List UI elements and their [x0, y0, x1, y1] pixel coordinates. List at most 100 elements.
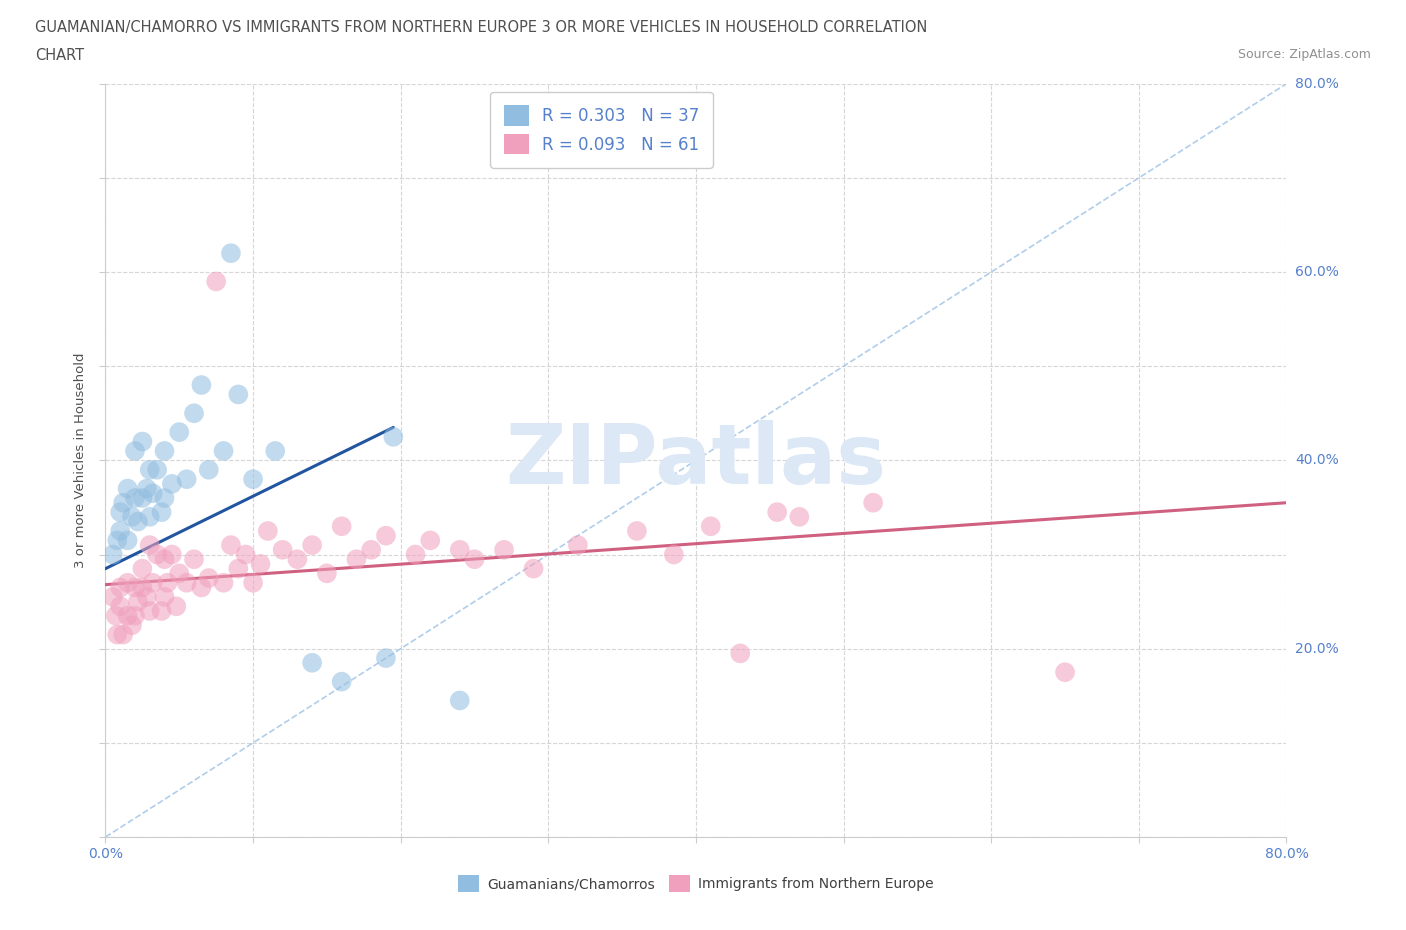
Point: [197, 571, 219, 586]
Point: [212, 444, 235, 458]
Point: [138, 538, 160, 552]
Point: [862, 496, 884, 511]
Point: [766, 505, 789, 520]
Point: [131, 561, 153, 576]
Point: [153, 590, 176, 604]
Point: [127, 514, 149, 529]
Point: [101, 547, 124, 562]
Point: [662, 547, 685, 562]
Point: [226, 561, 250, 576]
Point: [360, 542, 382, 557]
Point: [124, 580, 146, 595]
Point: [728, 646, 751, 661]
Point: [419, 533, 441, 548]
Point: [301, 538, 323, 552]
Point: [153, 444, 176, 458]
Point: [330, 519, 353, 534]
Point: [110, 580, 132, 595]
Point: [135, 481, 157, 496]
Point: [105, 533, 128, 548]
Point: [346, 551, 368, 566]
Point: [567, 538, 589, 552]
Point: [117, 481, 139, 496]
Point: [374, 651, 396, 666]
Point: [787, 510, 810, 525]
Point: [330, 674, 353, 689]
Point: [242, 576, 264, 591]
Point: [699, 519, 723, 534]
Point: [138, 604, 160, 618]
Point: [124, 608, 146, 623]
Point: [124, 444, 146, 458]
Point: [449, 693, 471, 708]
Point: [142, 576, 165, 591]
Point: [121, 618, 143, 632]
Point: [104, 608, 127, 623]
Point: [219, 246, 242, 260]
Point: [105, 627, 128, 642]
Point: [226, 387, 250, 402]
Point: [190, 378, 212, 392]
Text: 40.0%: 40.0%: [1295, 453, 1339, 468]
Point: [142, 485, 165, 500]
Point: [169, 565, 191, 580]
Point: [169, 425, 191, 440]
Text: ZIPatlas: ZIPatlas: [506, 419, 886, 501]
Point: [197, 462, 219, 477]
Point: [156, 576, 179, 591]
Point: [146, 462, 169, 477]
Text: 60.0%: 60.0%: [1295, 265, 1339, 279]
Point: [131, 434, 153, 449]
Text: GUAMANIAN/CHAMORRO VS IMMIGRANTS FROM NORTHERN EUROPE 3 OR MORE VEHICLES IN HOUS: GUAMANIAN/CHAMORRO VS IMMIGRANTS FROM NO…: [35, 20, 928, 35]
Point: [374, 528, 396, 543]
Point: [110, 599, 132, 614]
Point: [183, 405, 205, 420]
Point: [124, 491, 146, 506]
Point: [101, 590, 124, 604]
Point: [150, 604, 173, 618]
Point: [212, 576, 235, 591]
Text: Source: ZipAtlas.com: Source: ZipAtlas.com: [1237, 48, 1371, 61]
Point: [205, 274, 228, 289]
Point: [110, 524, 132, 538]
Point: [112, 496, 135, 511]
Y-axis label: 3 or more Vehicles in Household: 3 or more Vehicles in Household: [73, 352, 87, 568]
Point: [463, 551, 486, 566]
Point: [190, 580, 212, 595]
Point: [404, 547, 426, 562]
Point: [626, 524, 648, 538]
Point: [127, 594, 149, 609]
Point: [382, 430, 405, 445]
Point: [449, 542, 471, 557]
Text: CHART: CHART: [35, 48, 84, 63]
Point: [287, 551, 309, 566]
Legend: Guamanians/Chamorros, Immigrants from Northern Europe: Guamanians/Chamorros, Immigrants from No…: [453, 870, 939, 897]
Point: [522, 561, 544, 576]
Point: [301, 656, 323, 671]
Point: [160, 476, 183, 491]
Point: [153, 551, 176, 566]
Point: [117, 576, 139, 591]
Point: [121, 510, 143, 525]
Point: [165, 599, 187, 614]
Point: [176, 576, 198, 591]
Point: [264, 444, 287, 458]
Point: [256, 524, 278, 538]
Point: [1054, 665, 1077, 680]
Text: 80.0%: 80.0%: [1295, 76, 1339, 91]
Point: [235, 547, 257, 562]
Point: [315, 565, 337, 580]
Text: 20.0%: 20.0%: [1295, 642, 1339, 656]
Point: [242, 472, 264, 486]
Point: [150, 505, 173, 520]
Point: [271, 542, 294, 557]
Point: [138, 510, 160, 525]
Point: [117, 608, 139, 623]
Point: [110, 505, 132, 520]
Point: [131, 491, 153, 506]
Point: [492, 542, 515, 557]
Point: [112, 627, 135, 642]
Point: [176, 472, 198, 486]
Point: [219, 538, 242, 552]
Point: [160, 547, 183, 562]
